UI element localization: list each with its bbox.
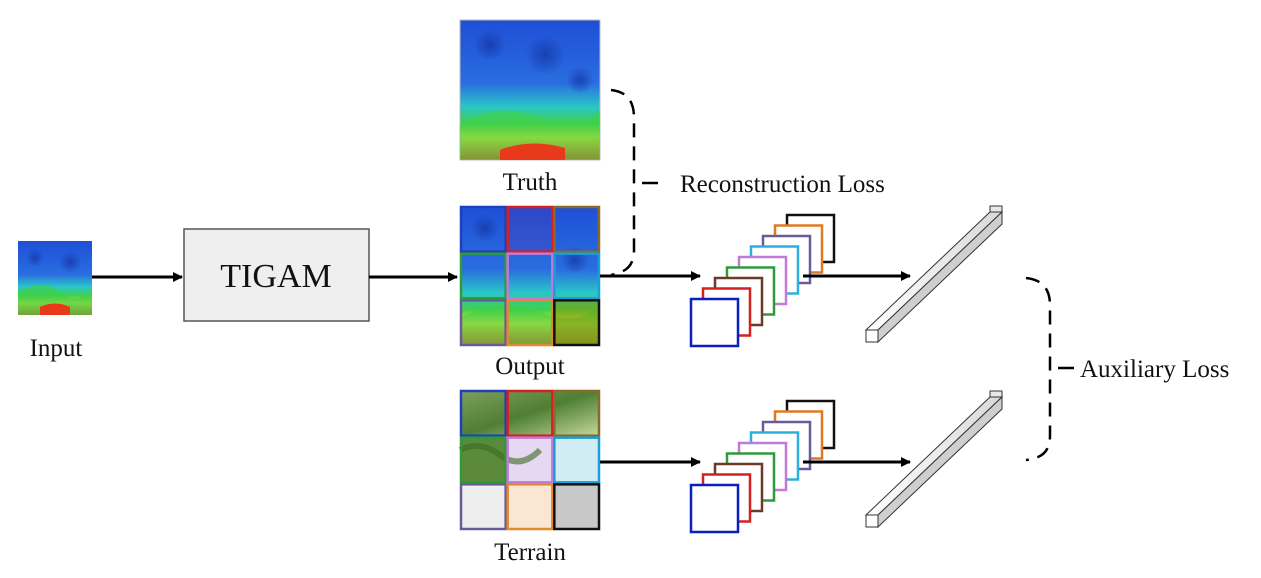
output-tile [459, 299, 507, 347]
truth-label: Truth [503, 169, 558, 196]
input-label: Input [30, 335, 83, 362]
tigam-module [183, 228, 370, 322]
auxiliary-loss-brace [1025, 276, 1052, 462]
output-tile [553, 252, 601, 300]
terrain-tile [506, 483, 554, 531]
terrain-tile [459, 389, 507, 437]
terrain-tile [459, 483, 507, 531]
truth-image [459, 19, 601, 161]
terrain-tile [459, 436, 507, 484]
feature-map-stack-output [689, 213, 836, 348]
output-label: Output [495, 353, 565, 380]
feature-map-stack-terrain [689, 399, 836, 534]
terrain-tile [553, 389, 601, 437]
terrain-tile [553, 483, 601, 531]
feature-vector-bar-bottom [864, 390, 1004, 529]
reconstruction-loss-label: Reconstruction Loss [680, 171, 885, 198]
feature-vector-bar-top [864, 205, 1004, 344]
terrain-feature-map [689, 483, 740, 534]
output-tile [459, 205, 507, 253]
auxiliary-loss-label: Auxiliary Loss [1080, 356, 1229, 383]
output-grid [459, 205, 601, 347]
terrain-tile [506, 436, 554, 484]
terrain-grid [458, 389, 601, 531]
output-tile [506, 299, 554, 347]
terrain-tile [506, 389, 554, 437]
input-image [18, 241, 92, 315]
terrain-label: Terrain [494, 539, 566, 566]
output-tile [553, 205, 601, 253]
output-tile [506, 252, 554, 300]
output-tile [459, 252, 507, 300]
tigam-label: TIGAM [220, 258, 331, 295]
output-feature-map [689, 297, 740, 348]
terrain-tile [553, 436, 601, 484]
output-tile [506, 205, 554, 253]
output-tile [553, 299, 601, 347]
reconstruction-loss-brace [610, 88, 636, 277]
